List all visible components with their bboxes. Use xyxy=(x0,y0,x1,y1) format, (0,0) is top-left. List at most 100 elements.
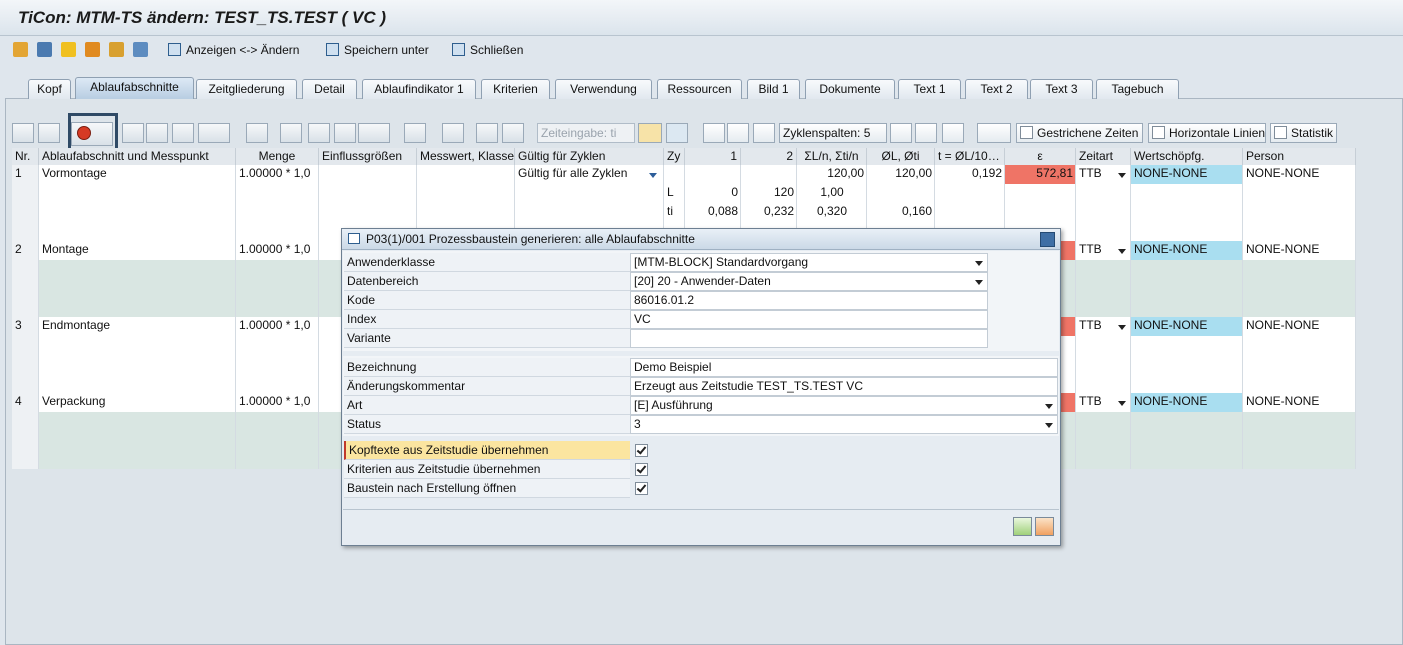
toolbar-button[interactable]: Anzeigen <-> Ändern xyxy=(186,43,300,57)
cell-zeitart[interactable]: TTB xyxy=(1079,166,1102,180)
tool-button[interactable] xyxy=(308,123,330,143)
checkbox-button[interactable]: Horizontale Linien xyxy=(1148,123,1266,143)
field-input[interactable]: [E] Ausführung xyxy=(630,396,1058,415)
column-header[interactable]: Gültig für Zyklen xyxy=(515,148,664,165)
cell-t[interactable]: 0,192 xyxy=(971,166,1002,180)
icon[interactable] xyxy=(61,42,76,57)
tool-button[interactable] xyxy=(442,123,464,143)
icon[interactable] xyxy=(109,42,124,57)
cell-c2[interactable]: 120 xyxy=(773,185,794,199)
dropdown-arrow[interactable] xyxy=(975,280,983,285)
dropdown-arrow[interactable] xyxy=(1045,423,1053,428)
nav-button[interactable] xyxy=(942,123,964,143)
cell-wert[interactable]: NONE-NONE xyxy=(1134,318,1208,332)
cell-zy[interactable]: L xyxy=(667,185,674,199)
cell-menge[interactable]: 1.00000 * 1,0 xyxy=(239,242,311,256)
cell-gueltig[interactable]: Gültig für alle Zyklen xyxy=(518,166,628,180)
cell-wert[interactable]: NONE-NONE xyxy=(1134,394,1208,408)
nav-button[interactable] xyxy=(753,123,775,143)
cell-name[interactable]: Endmontage xyxy=(42,318,111,332)
tab[interactable]: Ablaufindikator 1 xyxy=(362,79,476,99)
checkbox[interactable] xyxy=(635,482,648,495)
cell-person[interactable]: NONE-NONE xyxy=(1246,166,1320,180)
tool-button[interactable] xyxy=(122,123,144,143)
field-input[interactable]: Demo Beispiel xyxy=(630,358,1058,377)
field-zyklenspalten[interactable]: Zyklenspalten: 5 xyxy=(779,123,887,143)
field-input[interactable]: [20] 20 - Anwender-Daten xyxy=(630,272,988,291)
tool-button[interactable] xyxy=(38,123,60,143)
cancel-button[interactable] xyxy=(1035,517,1054,536)
toolbar-button[interactable]: Speichern unter xyxy=(344,43,429,57)
checkbox[interactable] xyxy=(1152,126,1165,139)
tab[interactable]: Bild 1 xyxy=(747,79,800,99)
cell-wert[interactable]: NONE-NONE xyxy=(1134,242,1208,256)
cell-nr[interactable]: 4 xyxy=(15,394,22,408)
tab[interactable]: Verwendung xyxy=(555,79,652,99)
tool-button[interactable] xyxy=(666,123,688,143)
checkbox-label[interactable]: Kriterien aus Zeitstudie übernehmen xyxy=(344,460,630,479)
cell-zeitart[interactable]: TTB xyxy=(1079,394,1102,408)
icon[interactable] xyxy=(37,42,52,57)
tab[interactable]: Kriterien xyxy=(481,79,550,99)
cell-person[interactable]: NONE-NONE xyxy=(1246,318,1320,332)
cell-zeitart[interactable]: TTB xyxy=(1079,242,1102,256)
tool-button[interactable] xyxy=(12,123,34,143)
checkbox[interactable] xyxy=(1020,126,1033,139)
icon[interactable] xyxy=(13,42,28,57)
ok-button[interactable] xyxy=(1013,517,1032,536)
tab[interactable]: Ablaufabschnitte xyxy=(75,77,194,99)
tab[interactable]: Zeitgliederung xyxy=(196,79,297,99)
cell-nr[interactable]: 1 xyxy=(15,166,22,180)
dropdown-arrow[interactable] xyxy=(975,261,983,266)
tool-button[interactable] xyxy=(476,123,498,143)
cell-nr[interactable]: 2 xyxy=(15,242,22,256)
cell-c1[interactable]: 0 xyxy=(731,185,738,199)
nav-button[interactable] xyxy=(890,123,912,143)
column-header[interactable]: Nr. xyxy=(12,148,39,165)
tab[interactable]: Tagebuch xyxy=(1096,79,1179,99)
column-header[interactable]: ØL, Øti xyxy=(867,148,935,165)
column-header[interactable]: ε xyxy=(1005,148,1076,165)
checkbox[interactable] xyxy=(1274,126,1287,139)
tool-button[interactable] xyxy=(638,123,662,143)
cell-avg[interactable]: 0,160 xyxy=(901,204,932,218)
column-header[interactable]: Einflussgrößen xyxy=(319,148,417,165)
cell-name[interactable]: Verpackung xyxy=(42,394,106,408)
cell-sum[interactable]: 1,00 xyxy=(820,185,844,199)
column-header[interactable]: Menge xyxy=(236,148,319,165)
tool-button[interactable] xyxy=(334,123,356,143)
cell-nr[interactable]: 3 xyxy=(15,318,22,332)
checkbox-label[interactable]: Kopftexte aus Zeitstudie übernehmen xyxy=(344,441,630,460)
field-input[interactable] xyxy=(630,329,988,348)
column-header[interactable]: Person xyxy=(1243,148,1356,165)
dropdown-arrow[interactable] xyxy=(649,173,657,178)
column-header[interactable]: Messwert, Klasse xyxy=(417,148,515,165)
checkbox[interactable] xyxy=(635,444,648,457)
cell-avg[interactable]: 120,00 xyxy=(895,166,932,180)
dropdown-arrow[interactable] xyxy=(1045,404,1053,409)
cell-menge[interactable]: 1.00000 * 1,0 xyxy=(239,318,311,332)
cell-menge[interactable]: 1.00000 * 1,0 xyxy=(239,394,311,408)
cell-zeitart[interactable]: TTB xyxy=(1079,318,1102,332)
tool-button[interactable] xyxy=(358,123,390,143)
checkbox[interactable] xyxy=(635,463,648,476)
nav-button[interactable] xyxy=(727,123,749,143)
nav-button[interactable] xyxy=(915,123,937,143)
dropdown-arrow[interactable] xyxy=(1118,325,1126,330)
field-input[interactable]: 3 xyxy=(630,415,1058,434)
cell-name[interactable]: Montage xyxy=(42,242,89,256)
cell-person[interactable]: NONE-NONE xyxy=(1246,242,1320,256)
nav-button[interactable] xyxy=(703,123,725,143)
tab[interactable]: Text 3 xyxy=(1030,79,1093,99)
tool-button[interactable] xyxy=(502,123,524,143)
tool-button[interactable] xyxy=(198,123,230,143)
cell-sum[interactable]: 120,00 xyxy=(827,166,864,180)
toolbar-button[interactable]: Schließen xyxy=(470,43,524,57)
tab[interactable]: Text 2 xyxy=(965,79,1028,99)
dropdown-arrow[interactable] xyxy=(1118,173,1126,178)
cell-name[interactable]: Vormontage xyxy=(42,166,107,180)
close-button[interactable] xyxy=(1040,232,1055,247)
cell-zy[interactable]: ti xyxy=(667,204,673,218)
tool-button[interactable] xyxy=(280,123,302,143)
column-header[interactable]: 1 xyxy=(685,148,741,165)
